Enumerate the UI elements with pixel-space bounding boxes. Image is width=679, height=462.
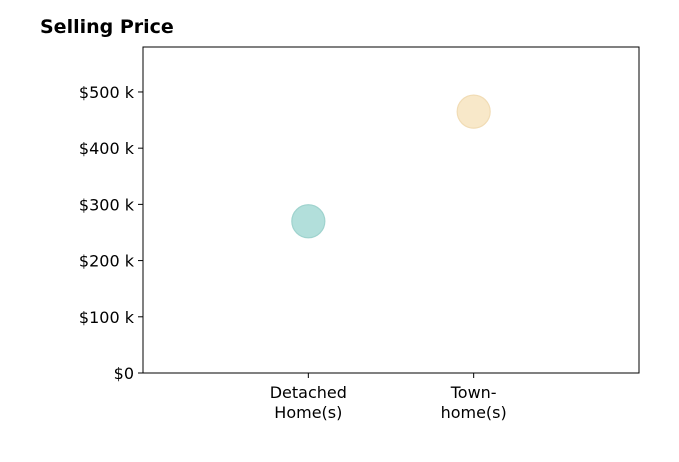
y-tick-label: $0 (114, 364, 134, 383)
y-axis: $0 $100 k $200 k $300 k $400 k $500 k (79, 83, 143, 383)
data-points (291, 94, 491, 239)
y-tick-label: $300 k (79, 195, 135, 214)
chart-title: Selling Price (40, 16, 174, 38)
data-point (456, 94, 491, 129)
y-tick-label: $500 k (79, 83, 135, 102)
data-point (291, 204, 326, 239)
y-tick-label: $400 k (79, 139, 135, 158)
y-tick-label: $100 k (79, 308, 135, 327)
x-axis: Detached Home(s) Town-home(s) (270, 373, 507, 422)
plot-frame (142, 46, 640, 374)
x-tick-label: Town-home(s) (441, 383, 507, 422)
y-tick-label: $200 k (79, 252, 135, 271)
x-tick-label: Detached Home(s) (270, 383, 347, 422)
